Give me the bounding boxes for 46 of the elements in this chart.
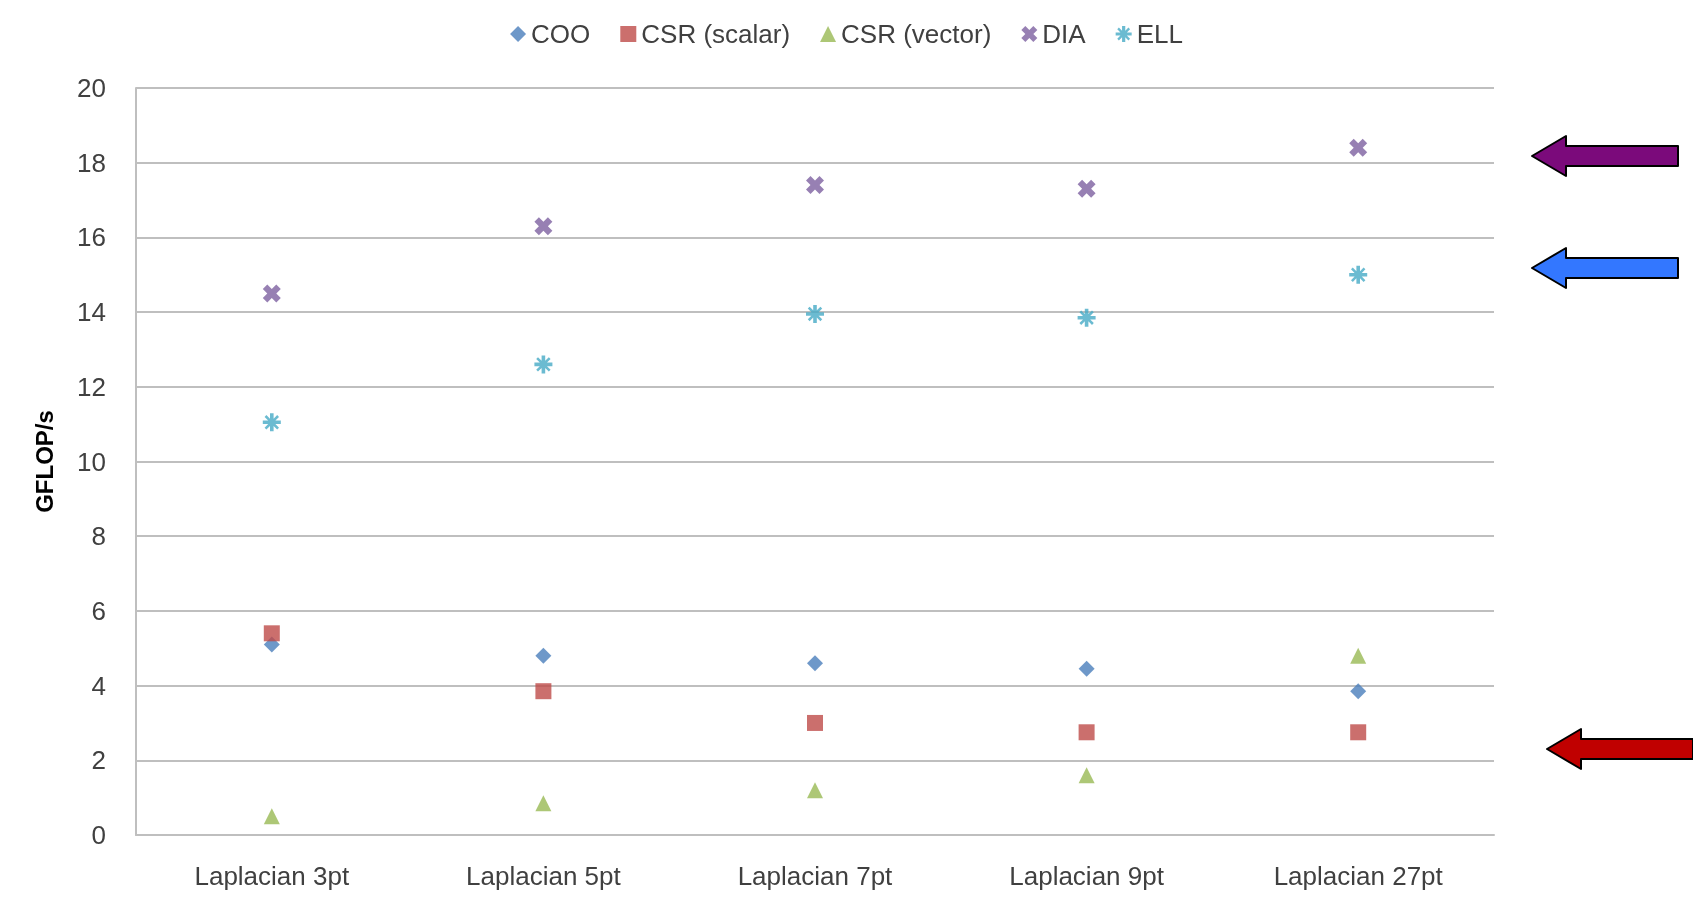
point [807,655,823,672]
point [1350,647,1367,664]
x-tick-label: Laplacian 5pt [466,861,622,891]
y-tick-label: 4 [91,670,106,701]
point [534,217,553,236]
point [263,625,280,642]
point [262,284,281,303]
x-tick-label: Laplacian 9pt [1009,861,1165,891]
legend-label: COO [531,19,591,49]
point [1078,767,1095,784]
y-tick-label: 10 [77,446,106,477]
point [535,795,552,812]
x-tick-label: Laplacian 7pt [737,861,894,891]
point [263,808,280,825]
point [1078,660,1095,677]
point [534,355,553,374]
y-axis-title: GFLOP/s [30,410,58,513]
point [1077,308,1096,327]
y-tick-label: 12 [77,371,106,402]
y-tick-label: 8 [91,521,106,552]
x-tick-label: Laplacian 27pt [1273,861,1444,891]
point [1350,683,1367,700]
point [807,782,823,799]
legend-label: DIA [1042,19,1087,49]
point [1349,138,1368,157]
point [1078,724,1095,741]
y-tick-label: 14 [77,297,106,328]
x-tick-label: Laplacian 3pt [194,861,350,891]
point [1077,179,1096,198]
point [1349,265,1368,284]
point [1350,724,1367,741]
legend-label: CSR (vector) [841,19,992,49]
point [806,304,824,323]
y-tick-label: 6 [91,595,106,626]
y-tick-label: 18 [77,147,106,178]
y-tick-label: 0 [91,820,106,850]
y-tick-label: 20 [77,73,106,103]
legend-label: ELL [1136,19,1183,49]
point [262,413,281,432]
point [535,683,552,700]
legend-label: CSR (scalar) [641,19,791,49]
y-tick-label: 16 [77,222,106,253]
point [807,714,823,731]
point [535,647,552,664]
y-tick-label: 2 [91,745,106,776]
point [806,176,824,195]
